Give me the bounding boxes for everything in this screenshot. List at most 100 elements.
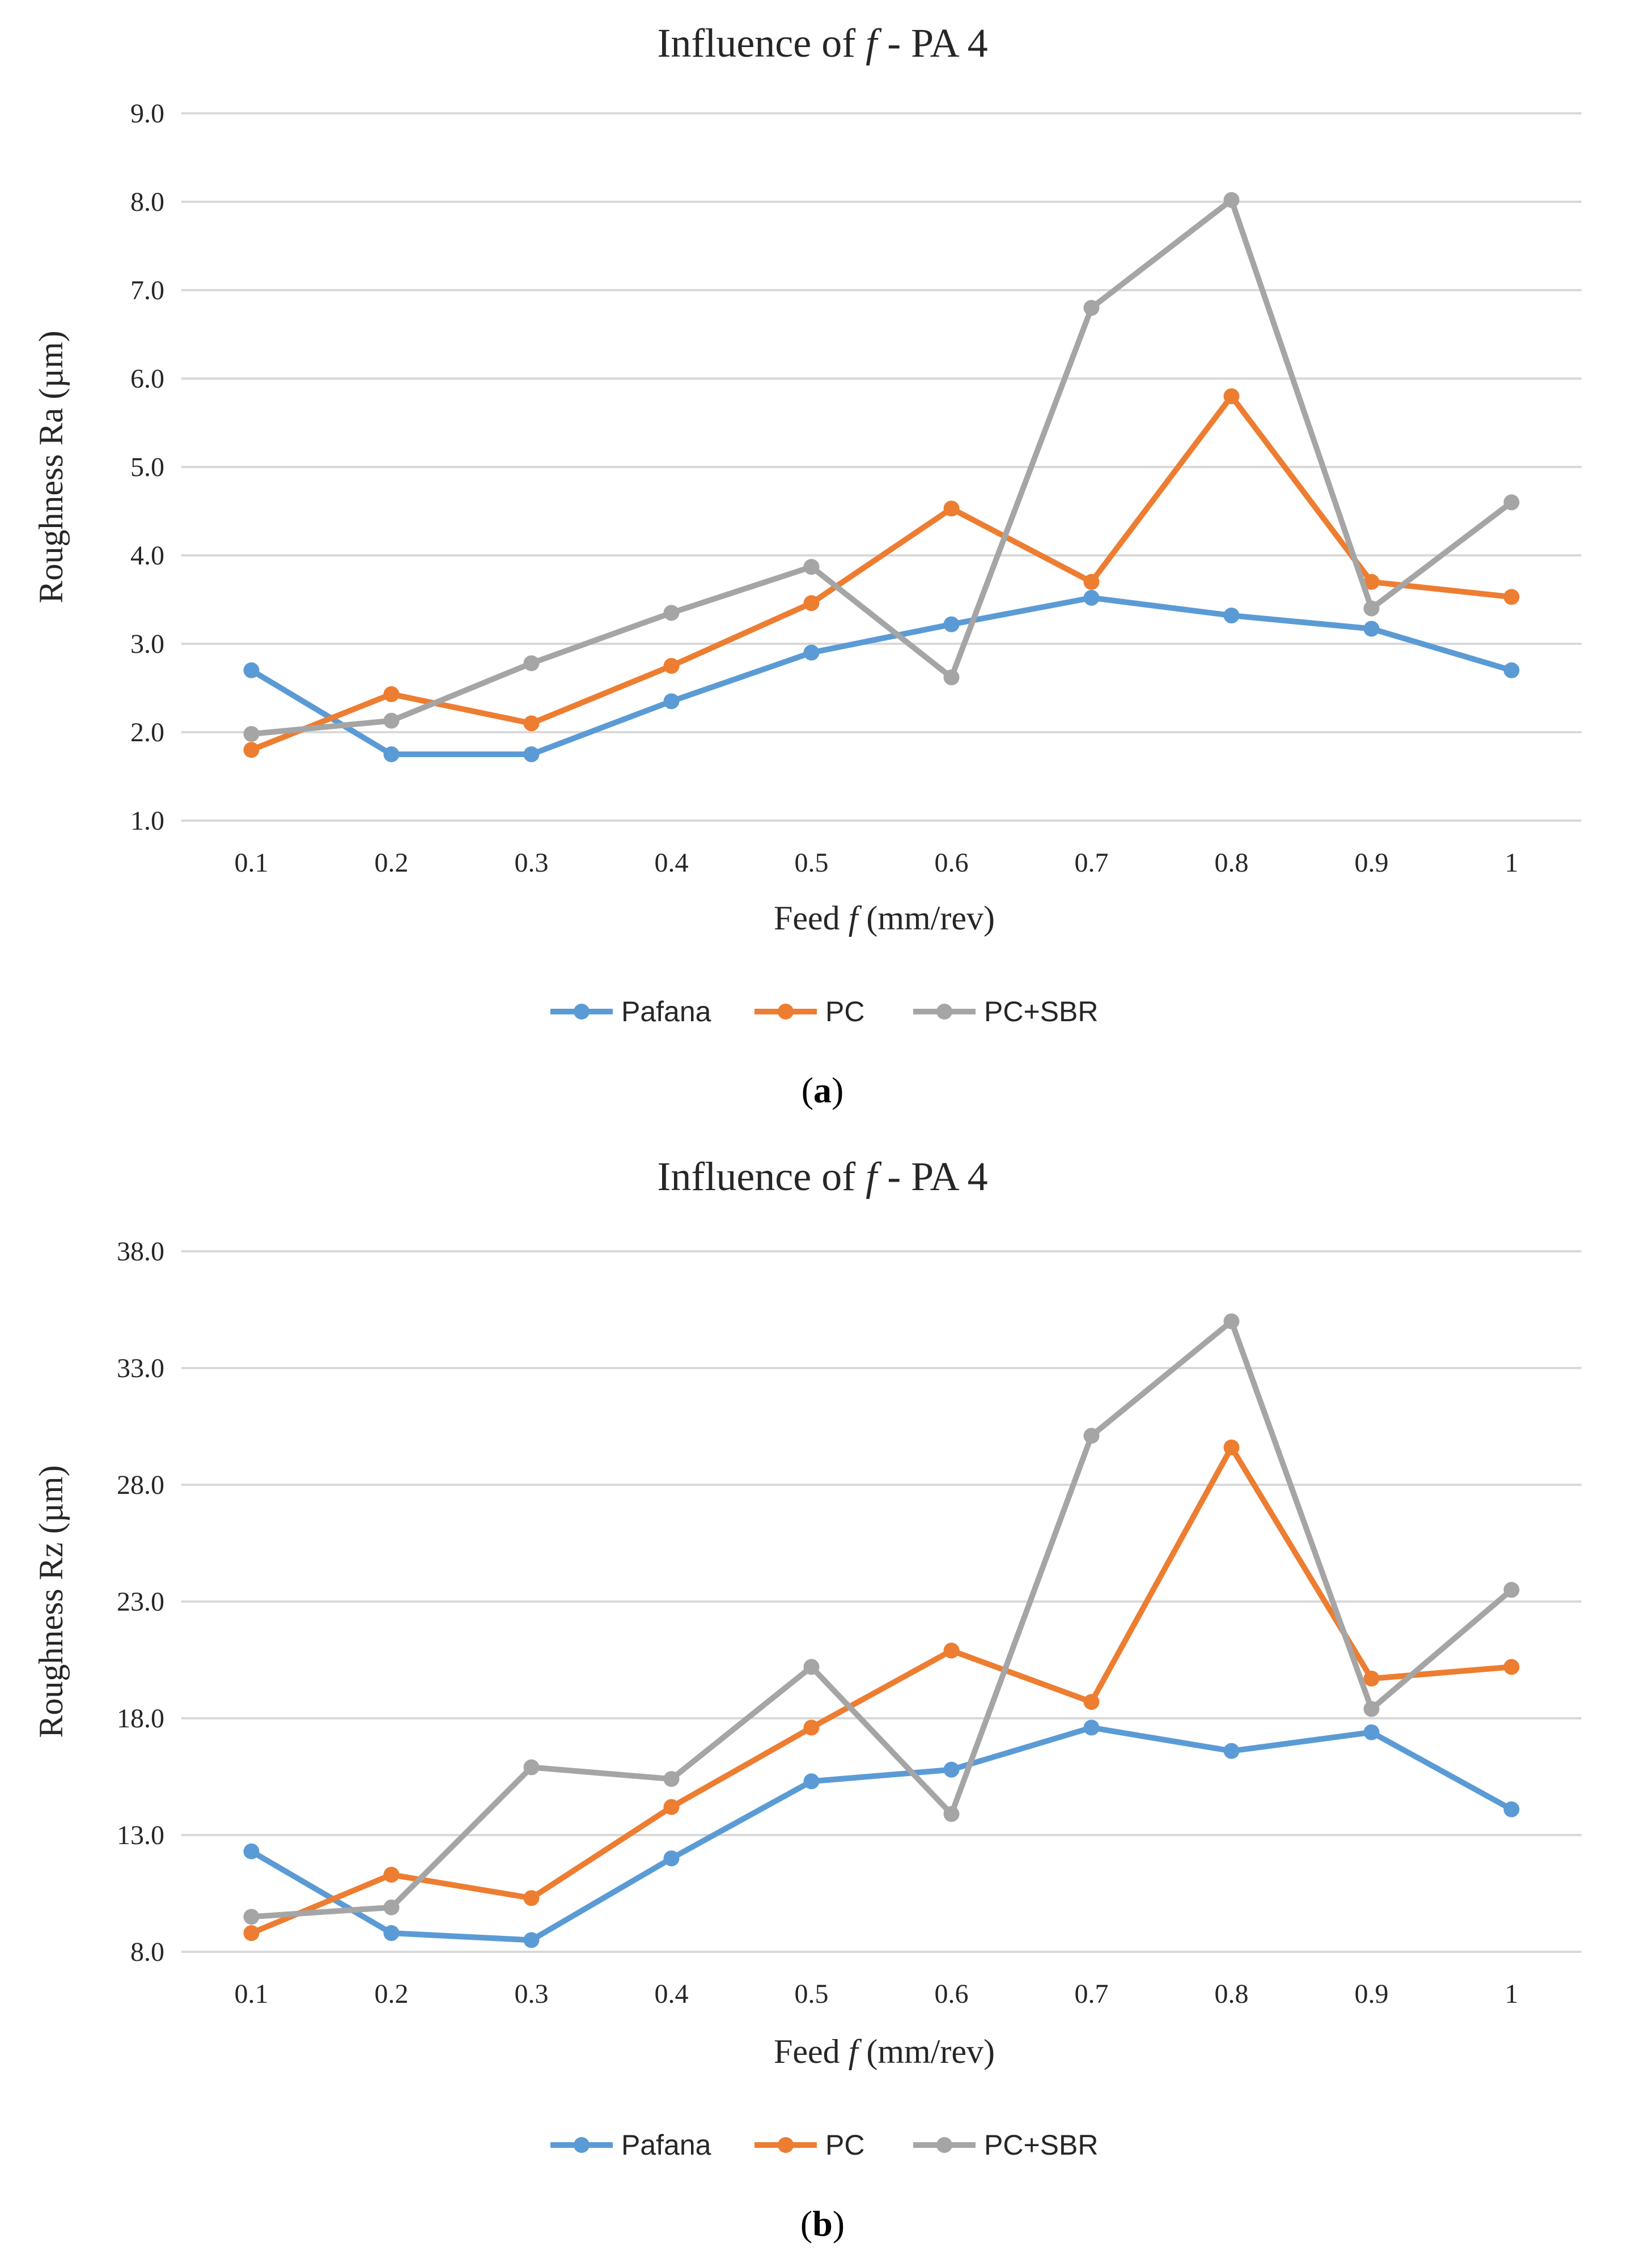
chart-b-caption: (b) xyxy=(800,2203,845,2244)
chart-b-title: Influence of f - PA 4 xyxy=(657,1154,987,1199)
legend-swatch-marker xyxy=(574,1004,590,1020)
legend-item-pc: PC xyxy=(754,2129,864,2161)
data-point-pc xyxy=(1364,1671,1380,1687)
data-point-pafana xyxy=(1224,1743,1240,1759)
y-tick-label: 4.0 xyxy=(130,541,164,571)
x-tick-label: 1 xyxy=(1505,1979,1519,2009)
data-point-pc xyxy=(244,742,260,758)
legend-item-pc-sbr: PC+SBR xyxy=(913,2129,1098,2161)
data-point-pc xyxy=(244,1925,260,1941)
data-point-pc-sbr xyxy=(944,1806,960,1822)
x-tick-label: 0.6 xyxy=(935,1979,969,2009)
data-point-pafana xyxy=(1364,1725,1380,1740)
data-point-pc-sbr xyxy=(1224,1314,1240,1330)
y-tick-label: 13.0 xyxy=(117,1820,164,1850)
chart-a-y-axis-label: Roughness Ra (µm) xyxy=(32,330,70,603)
chart-a-x-ticks: 0.1 0.2 0.3 0.4 0.5 0.6 0.7 0.8 0.9 1 xyxy=(235,848,1519,878)
data-point-pafana xyxy=(244,662,260,678)
y-tick-label: 18.0 xyxy=(117,1704,164,1734)
legend-label: PC+SBR xyxy=(984,2129,1098,2161)
legend-label: PC xyxy=(825,2129,864,2161)
chart-b-series xyxy=(244,1314,1520,1948)
y-tick-label: 8.0 xyxy=(130,1937,164,1967)
legend-swatch-marker xyxy=(936,1004,952,1020)
legend-item-pc-sbr: PC+SBR xyxy=(913,996,1098,1027)
chart-a-title: Influence of f - PA 4 xyxy=(657,20,987,66)
data-point-pc xyxy=(804,595,820,611)
data-point-pc xyxy=(1224,1439,1240,1455)
data-point-pafana xyxy=(804,645,820,661)
y-tick-label: 9.0 xyxy=(130,99,164,129)
x-tick-label: 0.7 xyxy=(1075,848,1109,878)
data-point-pc xyxy=(944,500,960,516)
legend-label: Pafana xyxy=(621,2129,711,2161)
data-point-pc-sbr xyxy=(944,669,960,685)
data-point-pafana xyxy=(1504,1802,1520,1817)
data-point-pc xyxy=(664,658,680,674)
data-point-pc xyxy=(1084,574,1100,590)
x-tick-label: 0.6 xyxy=(935,848,969,878)
data-point-pc-sbr xyxy=(1224,192,1240,208)
chart-b-y-axis-label: Roughness Rz (µm) xyxy=(32,1465,70,1738)
y-tick-label: 5.0 xyxy=(130,452,164,482)
x-tick-label: 0.3 xyxy=(515,848,549,878)
x-tick-label: 0.4 xyxy=(655,1979,689,2009)
chart-a-svg: Influence of f - PA 4 1.0 2.0 3.0 4.0 5.0 6.0… xyxy=(0,0,1645,1133)
data-point-pc xyxy=(1504,1659,1520,1675)
x-tick-label: 0.5 xyxy=(795,1979,829,2009)
x-tick-label: 0.1 xyxy=(235,848,269,878)
legend-item-pc: PC xyxy=(754,996,864,1027)
data-point-pc-sbr xyxy=(524,1760,540,1776)
x-tick-label: 0.9 xyxy=(1355,1979,1389,2009)
x-tick-label: 0.2 xyxy=(375,1979,409,2009)
x-tick-label: 0.8 xyxy=(1215,848,1249,878)
x-tick-label: 0.1 xyxy=(235,1979,269,2009)
y-tick-label: 7.0 xyxy=(130,275,164,305)
data-point-pc-sbr xyxy=(664,1771,680,1787)
data-point-pafana xyxy=(384,1925,400,1941)
series-pafana xyxy=(244,1719,1520,1948)
data-point-pc-sbr xyxy=(1504,1582,1520,1598)
data-point-pc-sbr xyxy=(804,559,820,575)
data-point-pafana xyxy=(384,746,400,762)
data-point-pc-sbr xyxy=(384,713,400,729)
data-point-pafana xyxy=(664,1850,680,1866)
data-point-pc xyxy=(1224,388,1240,404)
data-point-pc-sbr xyxy=(1084,1428,1100,1443)
legend-swatch-marker xyxy=(936,2137,952,2153)
data-point-pc xyxy=(524,715,540,731)
data-point-pc-sbr xyxy=(1084,300,1100,316)
data-point-pc-sbr xyxy=(1364,1701,1380,1717)
data-point-pc xyxy=(384,1867,400,1883)
x-tick-label: 0.4 xyxy=(655,848,689,878)
series-line-pafana xyxy=(252,1727,1512,1940)
x-tick-label: 0.3 xyxy=(515,1979,549,2009)
y-tick-label: 3.0 xyxy=(130,629,164,659)
data-point-pafana xyxy=(1364,621,1380,636)
data-point-pafana xyxy=(664,693,680,709)
y-tick-label: 2.0 xyxy=(130,717,164,747)
y-tick-label: 6.0 xyxy=(130,364,164,394)
chart-a-caption: (a) xyxy=(802,1070,844,1110)
data-point-pc-sbr xyxy=(384,1900,400,1916)
chart-b-x-ticks: 0.1 0.2 0.3 0.4 0.5 0.6 0.7 0.8 0.9 1 xyxy=(235,1979,1519,2009)
chart-a-series xyxy=(244,192,1520,762)
data-point-pc xyxy=(944,1643,960,1659)
data-point-pc xyxy=(1504,589,1520,605)
data-point-pc xyxy=(804,1719,820,1735)
chart-a-y-ticks: 1.02.03.04.05.06.07.08.09.0 xyxy=(130,99,164,836)
data-point-pc-sbr xyxy=(1504,494,1520,510)
data-point-pafana xyxy=(944,1762,960,1778)
chart-b-gridlines xyxy=(181,1251,1582,1952)
data-point-pc-sbr xyxy=(524,655,540,671)
series-line-pc xyxy=(252,396,1512,750)
x-tick-label: 0.7 xyxy=(1075,1979,1109,2009)
legend-item-pafana: Pafana xyxy=(550,2129,711,2161)
data-point-pafana xyxy=(1504,662,1520,678)
y-tick-label: 1.0 xyxy=(130,806,164,836)
data-point-pafana xyxy=(1224,608,1240,623)
x-tick-label: 0.9 xyxy=(1355,848,1389,878)
chart-b-legend: Pafana PC PC+SBR xyxy=(550,2129,1098,2161)
chart-b-y-ticks: 8.013.018.023.028.033.038.0 xyxy=(117,1237,164,1967)
x-tick-label: 0.2 xyxy=(375,848,409,878)
